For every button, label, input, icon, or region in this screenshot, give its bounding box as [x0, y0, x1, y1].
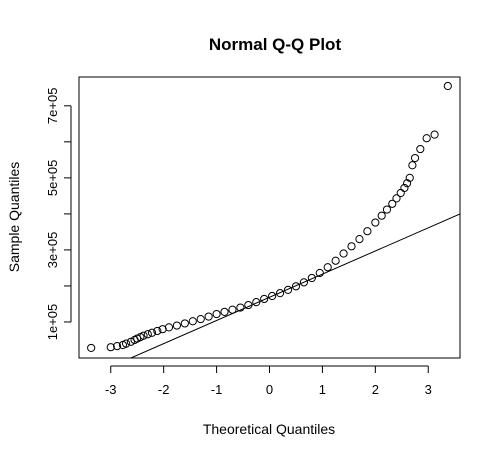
qq-point [126, 337, 135, 346]
qq-point [388, 199, 397, 208]
qq-point [410, 153, 420, 163]
qq-point [430, 130, 439, 139]
plot-frame [78, 76, 461, 359]
qq-point [307, 273, 316, 283]
x-tick-label: 2 [372, 382, 379, 397]
qq-point [382, 205, 392, 214]
qq-point [408, 161, 417, 170]
qq-point [196, 314, 205, 324]
qq-point [121, 339, 131, 348]
qq-point [220, 307, 229, 316]
x-tick-label: 3 [425, 382, 432, 397]
x-axis: -3 -2 -1 0 1 2 3 [105, 365, 432, 397]
y-tick-label: 7e+05 [45, 88, 60, 125]
y-tick-label: 1e+05 [45, 304, 60, 341]
qq-point [228, 305, 237, 314]
x-tick-label: 0 [266, 382, 273, 397]
y-tick-label: 3e+05 [45, 232, 60, 269]
y-tick-label: 5e+05 [45, 160, 60, 197]
qq-point [443, 81, 452, 91]
qq-point [204, 312, 213, 321]
qq-point [180, 319, 189, 328]
qq-point [339, 249, 348, 258]
qq-point [106, 343, 115, 352]
qq-point [139, 331, 148, 340]
qq-point [236, 303, 245, 312]
qq-point [275, 289, 285, 298]
qq-point [188, 317, 197, 326]
qq-point [87, 343, 96, 353]
qq-point [400, 183, 409, 193]
qq-point [212, 309, 221, 319]
qq-point [416, 144, 425, 154]
qq-point [331, 256, 340, 265]
qq-point [392, 194, 401, 203]
plot-region [87, 81, 460, 358]
qq-point [172, 321, 181, 330]
qq-point [143, 330, 152, 339]
qq-point [405, 173, 414, 182]
qq-point [153, 326, 162, 336]
qq-reference-line [130, 213, 460, 358]
qq-point [291, 282, 301, 291]
x-tick-label: -3 [105, 382, 117, 397]
x-tick-label: -2 [158, 382, 170, 397]
qq-point [268, 291, 277, 301]
qq-point [299, 278, 308, 287]
qq-point [402, 179, 412, 188]
x-axis-label: Theoretical Quantiles [203, 421, 335, 437]
qq-point [283, 285, 293, 295]
qq-point [363, 227, 372, 236]
qq-point [396, 188, 405, 198]
qq-point [323, 263, 332, 272]
qq-point [315, 268, 324, 278]
qq-point [347, 242, 356, 251]
y-axis: 1e+05 3e+05 5e+05 7e+05 [45, 88, 72, 341]
qq-point [422, 134, 431, 143]
x-tick-label: 1 [319, 382, 326, 397]
qq-point [371, 218, 380, 227]
qq-point [147, 328, 157, 337]
chart-title: Normal Q-Q Plot [209, 35, 342, 54]
qq-point [377, 211, 386, 220]
qq-point [355, 235, 364, 244]
qq-point [244, 300, 253, 310]
x-tick-label: -1 [211, 382, 223, 397]
qq-point [164, 323, 174, 332]
qq-point [113, 342, 122, 351]
qq-point [252, 298, 261, 307]
y-axis-label: Sample Quantiles [6, 162, 22, 273]
qq-point [260, 294, 269, 304]
